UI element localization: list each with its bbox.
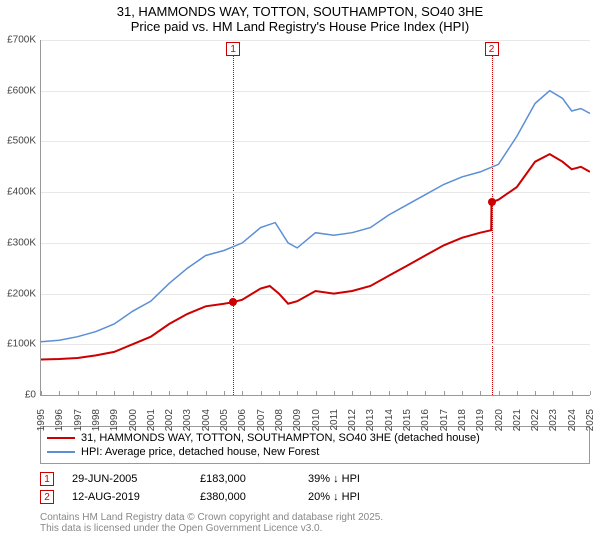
chart-titles: 31, HAMMONDS WAY, TOTTON, SOUTHAMPTON, S… <box>0 0 600 36</box>
sale-price: £183,000 <box>200 473 290 485</box>
legend-swatch <box>47 451 75 453</box>
y-tick-label: £600K <box>7 85 36 96</box>
title-line-1: 31, HAMMONDS WAY, TOTTON, SOUTHAMPTON, S… <box>10 4 590 19</box>
x-tick-label: 2009 <box>292 409 303 431</box>
attribution: Contains HM Land Registry data © Crown c… <box>40 512 590 534</box>
x-tick-label: 2011 <box>329 409 340 431</box>
legend-label: 31, HAMMONDS WAY, TOTTON, SOUTHAMPTON, S… <box>81 432 480 444</box>
sale-vs-hpi: 39% ↓ HPI <box>308 473 360 485</box>
x-tick-label: 1998 <box>91 409 102 431</box>
x-tick-label: 2005 <box>219 409 230 431</box>
x-tick-label: 2004 <box>201 409 212 431</box>
sale-marker: 1 <box>226 42 240 56</box>
x-tick-label: 1995 <box>36 409 47 431</box>
x-tick-label: 2006 <box>237 409 248 431</box>
x-tick-label: 1999 <box>109 409 120 431</box>
x-tick-label: 2010 <box>311 409 322 431</box>
y-tick-label: £100K <box>7 339 36 350</box>
x-tick-label: 2008 <box>274 409 285 431</box>
x-tick-label: 2007 <box>256 409 267 431</box>
x-tick-label: 2014 <box>384 409 395 431</box>
x-tick-label: 2023 <box>548 409 559 431</box>
x-tick-label: 2015 <box>402 409 413 431</box>
x-axis: 1995199619971998199920002001200220032004… <box>40 396 590 420</box>
sale-vs-hpi: 20% ↓ HPI <box>308 491 360 503</box>
y-axis: £0£100K£200K£300K£400K£500K£600K£700K <box>0 40 38 396</box>
sale-marker: 2 <box>485 42 499 56</box>
y-tick-label: £300K <box>7 237 36 248</box>
sale-row: 2 12-AUG-2019 £380,000 20% ↓ HPI <box>40 488 590 506</box>
x-tick-label: 2000 <box>128 409 139 431</box>
sale-point <box>488 198 496 206</box>
x-tick-label: 2020 <box>494 409 505 431</box>
x-tick-label: 2002 <box>164 409 175 431</box>
title-line-2: Price paid vs. HM Land Registry's House … <box>10 19 590 34</box>
y-tick-label: £500K <box>7 136 36 147</box>
x-tick-label: 2013 <box>365 409 376 431</box>
x-tick-label: 2025 <box>585 409 596 431</box>
legend-swatch <box>47 437 75 439</box>
chart-area: £0£100K£200K£300K£400K£500K£600K£700K 12… <box>40 40 590 420</box>
attribution-1: Contains HM Land Registry data © Crown c… <box>40 512 590 523</box>
x-tick-label: 2019 <box>475 409 486 431</box>
x-tick-label: 2017 <box>439 409 450 431</box>
x-tick-label: 2022 <box>530 409 541 431</box>
y-tick-label: £400K <box>7 187 36 198</box>
sale-date: 29-JUN-2005 <box>72 473 182 485</box>
sale-row: 1 29-JUN-2005 £183,000 39% ↓ HPI <box>40 470 590 488</box>
sale-point <box>229 298 237 306</box>
attribution-2: This data is licensed under the Open Gov… <box>40 523 590 534</box>
legend-row: HPI: Average price, detached house, New … <box>47 445 583 459</box>
plot-area: 12 <box>40 40 590 396</box>
x-tick-label: 2016 <box>420 409 431 431</box>
y-tick-label: £0 <box>25 390 36 401</box>
sale-index-box: 2 <box>40 490 54 504</box>
x-tick-label: 1997 <box>73 409 84 431</box>
sales-table: 1 29-JUN-2005 £183,000 39% ↓ HPI 2 12-AUG-201… <box>40 470 590 506</box>
series-hpi <box>41 91 590 342</box>
line-svg <box>41 40 590 395</box>
x-tick-label: 2021 <box>512 409 523 431</box>
y-tick-label: £700K <box>7 35 36 46</box>
y-tick-label: £200K <box>7 288 36 299</box>
legend-label: HPI: Average price, detached house, New … <box>81 446 319 458</box>
x-tick-label: 1996 <box>54 409 65 431</box>
legend-row: 31, HAMMONDS WAY, TOTTON, SOUTHAMPTON, S… <box>47 431 583 445</box>
series-property <box>41 154 590 359</box>
x-tick-label: 2001 <box>146 409 157 431</box>
legend: 31, HAMMONDS WAY, TOTTON, SOUTHAMPTON, S… <box>40 426 590 464</box>
sale-index-box: 1 <box>40 472 54 486</box>
x-tick-label: 2024 <box>567 409 578 431</box>
sale-price: £380,000 <box>200 491 290 503</box>
x-tick-label: 2012 <box>347 409 358 431</box>
x-tick-label: 2018 <box>457 409 468 431</box>
x-tick-label: 2003 <box>182 409 193 431</box>
sale-date: 12-AUG-2019 <box>72 491 182 503</box>
